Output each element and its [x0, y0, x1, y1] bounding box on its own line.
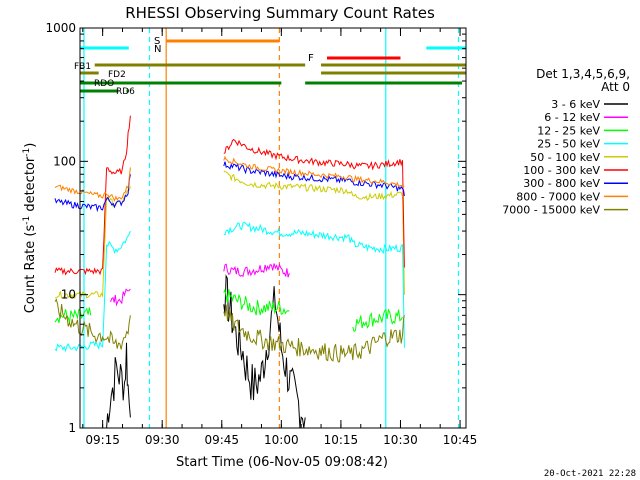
flag-label-fb1: FB1: [74, 62, 91, 72]
flag-label-rd6: RD6: [116, 87, 135, 97]
series-line-2: [110, 288, 131, 307]
series-line-2: [223, 263, 290, 278]
chart-title: RHESSI Observing Summary Count Rates: [125, 4, 435, 22]
legend-entry-label: 6 - 12 keV: [544, 111, 600, 124]
legend-entry-label: 100 - 300 keV: [523, 164, 600, 177]
legend-entry-label: 3 - 6 keV: [551, 98, 600, 111]
series-line-1: [106, 342, 131, 429]
x-tick-label: 10:00: [264, 433, 299, 447]
x-axis-ticks: 09:15 09:30 09:45 10:00 10:15 10:30 10:45: [82, 28, 478, 447]
series-line-1: [223, 274, 306, 429]
legend-entry-label: 12 - 25 keV: [537, 124, 600, 137]
y-axis-ticks: 1 10 100 1000: [45, 21, 466, 435]
legend-entry-label: 50 - 100 keV: [530, 151, 600, 164]
x-tick-label: 10:15: [324, 433, 359, 447]
timestamp: 20-Oct-2021 22:28: [544, 469, 636, 479]
legend-entry-label: 25 - 50 keV: [537, 138, 600, 151]
legend-entry-label: 7000 - 15000 keV: [502, 204, 600, 217]
flag-label-fd2: FD2: [108, 70, 126, 80]
y-tick-label: 1000: [45, 21, 76, 35]
series-line-4: [223, 221, 405, 348]
y-tick-label: 100: [53, 154, 76, 168]
flag-label-f: F: [308, 53, 314, 64]
y-tick-label: 1: [68, 421, 76, 435]
x-tick-label: 10:30: [383, 433, 418, 447]
x-tick-label: 09:15: [85, 433, 120, 447]
legend-entry-label: 800 - 7000 keV: [516, 190, 600, 203]
series-line-8: [223, 155, 405, 188]
legend-entry-label: 300 - 800 keV: [523, 177, 600, 190]
flag-label-n: N: [154, 44, 161, 55]
series-line-3: [223, 288, 290, 316]
legend-header-line2: Att 0: [601, 80, 630, 94]
y-axis-label: Count Rate (s-1 detector-1): [22, 143, 38, 314]
series-line-3: [352, 308, 403, 333]
flag-label-saa: S: [154, 36, 160, 47]
series-line-7: [54, 174, 131, 213]
legend-header-line1: Det 1,3,4,5,6,9,: [536, 67, 630, 81]
series-line-9: [54, 298, 131, 350]
series-line-4: [54, 230, 131, 353]
flag-label-rdo: RDO: [94, 79, 114, 89]
series-lines: [54, 115, 405, 429]
plot-area: [79, 27, 467, 429]
y-tick-label: 10: [61, 288, 76, 302]
x-tick-label: 10:45: [443, 433, 478, 447]
series-line-9: [223, 304, 405, 363]
series-line-6: [54, 115, 131, 276]
series-line-5: [223, 170, 405, 295]
vertical-marker-lines: [83, 28, 460, 428]
x-tick-label: 09:45: [204, 433, 239, 447]
flag-bars: [80, 39, 466, 93]
series-line-6: [223, 138, 405, 268]
series-line-7: [223, 161, 405, 197]
series-line-8: [54, 167, 131, 202]
x-axis-label: Start Time (06-Nov-05 09:08:42): [176, 455, 388, 470]
x-tick-label: 09:30: [145, 433, 180, 447]
